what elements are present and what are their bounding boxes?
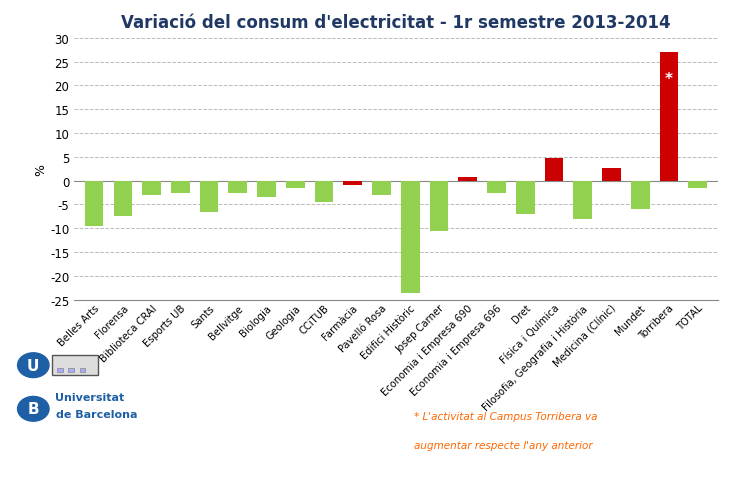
Bar	[659, 53, 679, 182]
FancyBboxPatch shape	[52, 355, 98, 376]
FancyBboxPatch shape	[58, 368, 63, 373]
Title: Variació del consum d'electricitat - 1r semestre 2013-2014: Variació del consum d'electricitat - 1r …	[121, 14, 670, 31]
FancyBboxPatch shape	[69, 368, 74, 373]
Bar	[113, 182, 132, 217]
Bar	[200, 182, 218, 212]
Text: augmentar respecte l'any anterior: augmentar respecte l'any anterior	[414, 440, 593, 450]
Bar	[602, 168, 621, 182]
Text: de Barcelona: de Barcelona	[56, 409, 137, 419]
Text: *: *	[665, 72, 673, 87]
Y-axis label: %: %	[34, 164, 47, 175]
Bar	[545, 159, 563, 182]
Bar	[516, 182, 534, 214]
Bar	[314, 182, 334, 203]
Bar	[487, 182, 506, 193]
FancyBboxPatch shape	[80, 368, 85, 373]
Circle shape	[18, 353, 49, 378]
Bar	[286, 182, 305, 188]
Text: Universitat: Universitat	[56, 392, 125, 402]
Bar	[343, 182, 362, 186]
Bar	[142, 182, 161, 196]
Circle shape	[18, 396, 49, 421]
Bar	[372, 182, 391, 196]
Bar	[258, 182, 276, 198]
Bar	[574, 182, 592, 219]
Bar	[430, 182, 448, 231]
Bar	[458, 178, 477, 182]
Bar	[85, 182, 104, 227]
Text: B: B	[27, 402, 39, 416]
Bar	[401, 182, 420, 293]
Text: U: U	[27, 358, 39, 373]
Bar	[631, 182, 650, 210]
Bar	[229, 182, 247, 193]
Bar	[688, 182, 707, 188]
Text: * L'activitat al Campus Torribera va: * L'activitat al Campus Torribera va	[414, 411, 598, 421]
Bar	[171, 182, 189, 193]
